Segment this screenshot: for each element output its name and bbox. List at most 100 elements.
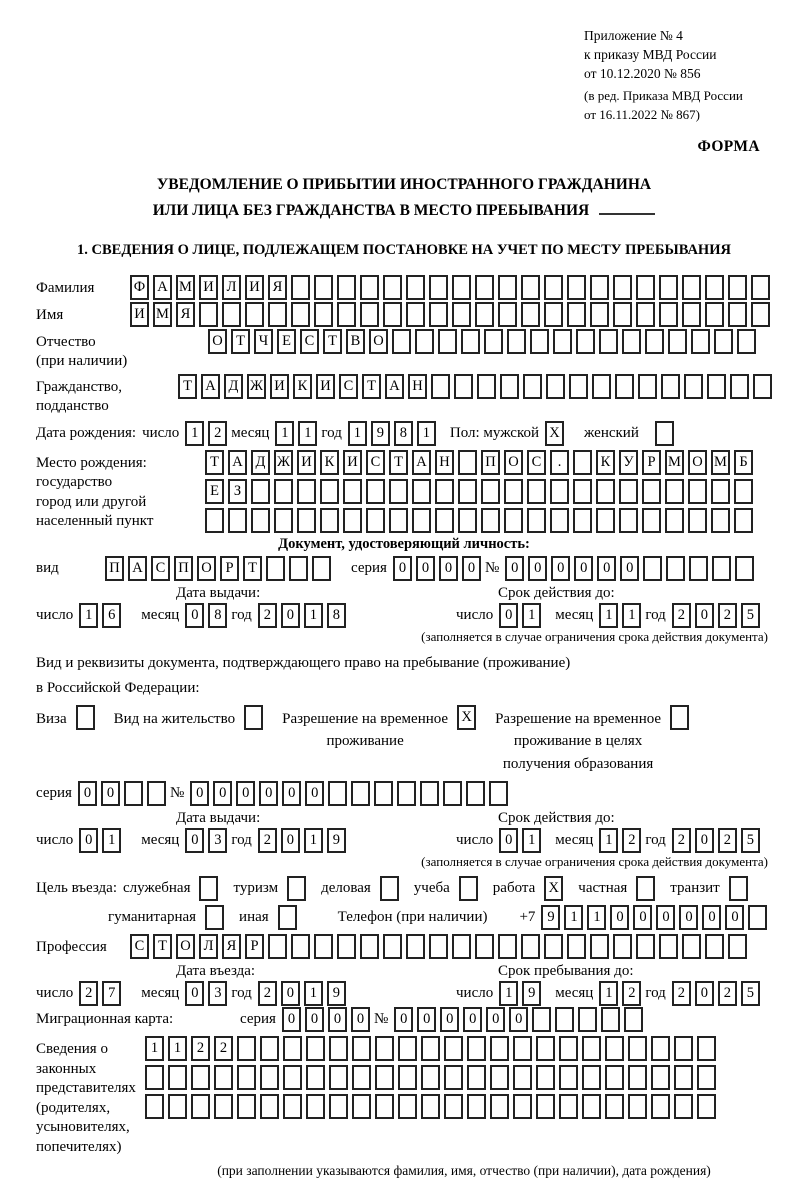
char-cell-filled[interactable]: 0 [694, 602, 714, 628]
char-cell[interactable] [605, 1094, 624, 1119]
checkbox[interactable] [199, 876, 219, 901]
char-cell-filled[interactable]: 9 [326, 981, 346, 1006]
char-cell[interactable] [366, 507, 385, 533]
char-cell-filled[interactable]: 9 [522, 981, 542, 1006]
char-cell[interactable] [682, 301, 701, 327]
char-cell[interactable] [429, 934, 448, 959]
char-cell[interactable] [567, 274, 586, 300]
char-cell[interactable] [458, 449, 477, 475]
char-cell[interactable] [454, 373, 473, 399]
char-cell[interactable] [659, 301, 678, 327]
char-cell[interactable] [691, 328, 710, 354]
char-cell[interactable] [352, 1036, 371, 1061]
char-cell-filled[interactable]: Т [205, 449, 224, 475]
char-cell-filled[interactable]: О [197, 555, 216, 581]
char-cell[interactable] [191, 1065, 210, 1090]
char-cell-filled[interactable]: Р [642, 449, 661, 475]
char-cell[interactable] [398, 1065, 417, 1090]
char-cell-filled[interactable]: Л [199, 934, 218, 959]
char-cell[interactable] [555, 1007, 575, 1032]
char-cell[interactable] [573, 449, 592, 475]
char-cell[interactable] [489, 781, 509, 806]
char-cell-filled[interactable]: Е [205, 478, 224, 504]
char-cell[interactable] [576, 328, 595, 354]
char-cell-filled[interactable]: Т [389, 449, 408, 475]
checkbox[interactable] [287, 876, 307, 901]
char-cell[interactable] [343, 478, 362, 504]
char-cell-filled[interactable]: И [130, 301, 149, 327]
char-cell-filled[interactable]: 0 [440, 1007, 460, 1032]
char-cell-filled[interactable]: У [619, 449, 638, 475]
char-cell[interactable] [628, 1065, 647, 1090]
char-cell-filled[interactable]: П [481, 449, 500, 475]
char-cell[interactable] [553, 328, 572, 354]
checkbox[interactable] [458, 876, 478, 901]
char-cell[interactable] [645, 328, 664, 354]
char-cell[interactable] [268, 934, 287, 959]
char-cell[interactable] [412, 478, 431, 504]
char-cell[interactable] [168, 1065, 187, 1090]
char-cell-filled[interactable]: 1 [303, 828, 323, 853]
char-cell[interactable] [461, 328, 480, 354]
char-cell-filled[interactable]: 9 [541, 905, 561, 930]
char-cell[interactable] [481, 507, 500, 533]
char-cell-filled[interactable]: И [343, 449, 362, 475]
char-cell[interactable] [283, 1036, 302, 1061]
char-cell-filled[interactable]: 0 [185, 828, 205, 853]
char-cell-filled[interactable]: П [105, 555, 124, 581]
char-cell-filled[interactable]: 2 [79, 981, 99, 1006]
char-cell-filled[interactable]: А [128, 555, 147, 581]
char-cell-filled[interactable]: О [208, 328, 227, 354]
char-cell[interactable] [435, 478, 454, 504]
char-cell[interactable] [536, 1065, 555, 1090]
char-cell[interactable] [458, 507, 477, 533]
char-cell-filled[interactable]: 1 [275, 420, 295, 446]
char-cell-filled[interactable]: 9 [326, 828, 346, 853]
char-cell[interactable] [628, 1094, 647, 1119]
char-cell[interactable] [314, 274, 333, 300]
char-cell-filled[interactable]: 2 [671, 828, 691, 853]
char-cell-filled[interactable]: 2 [257, 602, 277, 628]
char-cell-filled[interactable]: 5 [740, 828, 760, 853]
char-cell[interactable] [559, 1036, 578, 1061]
char-cell-filled[interactable]: 1 [145, 1036, 164, 1061]
char-cell[interactable] [283, 1094, 302, 1119]
char-cell[interactable] [590, 301, 609, 327]
char-cell-filled[interactable]: Я [176, 301, 195, 327]
char-cell[interactable] [596, 507, 615, 533]
char-cell-filled[interactable]: 2 [671, 602, 691, 628]
char-cell[interactable] [352, 1094, 371, 1119]
char-cell-filled[interactable]: Т [178, 373, 197, 399]
char-cell[interactable] [420, 781, 440, 806]
char-cell-filled[interactable]: 0 [694, 981, 714, 1006]
char-cell[interactable] [467, 1094, 486, 1119]
char-cell[interactable] [714, 328, 733, 354]
char-cell-filled[interactable]: Д [224, 373, 243, 399]
char-cell[interactable] [569, 373, 588, 399]
char-cell[interactable] [504, 478, 523, 504]
char-cell-filled[interactable]: 0 [77, 781, 97, 806]
char-cell[interactable] [590, 934, 609, 959]
char-cell-filled[interactable]: 0 [350, 1007, 370, 1032]
char-cell[interactable] [374, 781, 394, 806]
char-cell[interactable] [705, 934, 724, 959]
char-cell[interactable] [546, 373, 565, 399]
char-cell[interactable] [748, 905, 768, 930]
char-cell[interactable] [438, 328, 457, 354]
char-cell-filled[interactable]: А [385, 373, 404, 399]
checkbox[interactable] [379, 876, 399, 901]
char-cell[interactable] [613, 274, 632, 300]
char-cell-filled[interactable]: 8 [393, 420, 413, 446]
char-cell-filled[interactable]: Е [277, 328, 296, 354]
char-cell-filled[interactable]: 2 [257, 981, 277, 1006]
char-cell-filled[interactable]: 0 [725, 905, 745, 930]
char-cell[interactable] [444, 1094, 463, 1119]
char-cell-filled[interactable]: Т [323, 328, 342, 354]
char-cell-filled[interactable]: С [300, 328, 319, 354]
char-cell-filled[interactable]: 3 [208, 828, 228, 853]
char-cell-filled[interactable]: 0 [574, 555, 594, 581]
char-cell[interactable] [297, 478, 316, 504]
char-cell[interactable] [146, 781, 166, 806]
char-cell-filled[interactable]: 1 [522, 828, 542, 853]
char-cell[interactable] [320, 478, 339, 504]
